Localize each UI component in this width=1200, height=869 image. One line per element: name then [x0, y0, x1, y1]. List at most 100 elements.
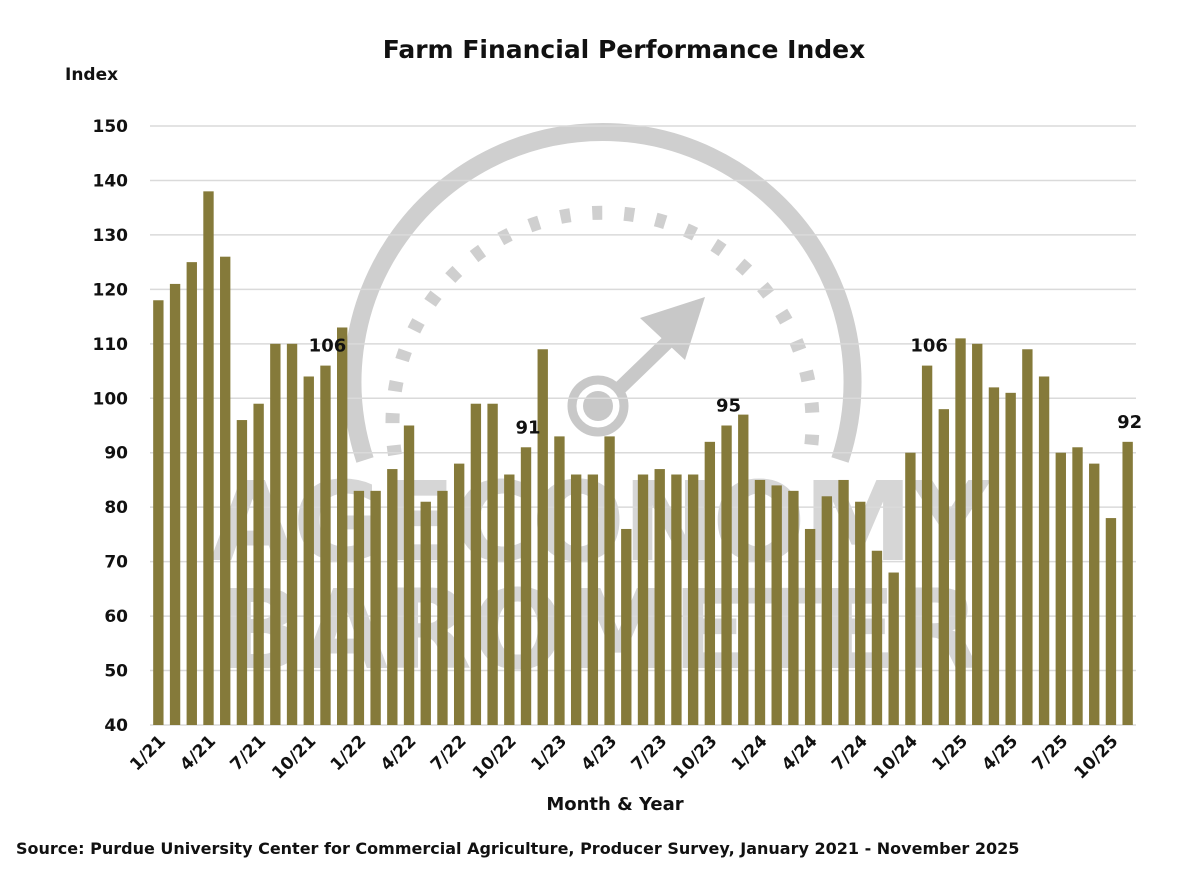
bar-11/22 — [520, 447, 532, 725]
x-tick-label: 7/25 — [1029, 731, 1073, 775]
gridlines — [150, 125, 1136, 726]
x-tick-label: 4/21 — [176, 731, 220, 775]
bar-10/24 — [905, 452, 916, 725]
gauge-hub — [567, 375, 629, 437]
x-tick-label: 4/22 — [377, 731, 421, 775]
bar-4/21 — [203, 191, 214, 725]
bar-9/22 — [487, 403, 498, 725]
bar-2/22 — [370, 490, 381, 725]
x-tick-label: 7/22 — [427, 731, 471, 775]
x-tick-label: 10/21 — [268, 731, 320, 783]
data-label: 106 — [910, 336, 948, 357]
x-tick-label: 4/24 — [778, 731, 822, 775]
watermark-text-bottom: BAROMETER — [220, 566, 980, 694]
bar-6/23 — [637, 474, 649, 725]
gauge-arc — [343, 122, 862, 463]
bar-5/22 — [420, 501, 431, 725]
bar-5/24 — [821, 496, 833, 725]
bar-12/24 — [938, 409, 949, 725]
bar-3/22 — [387, 469, 398, 725]
bar-6/22 — [437, 490, 448, 725]
x-tick-label: 1/22 — [327, 731, 371, 775]
x-tick-label: 10/22 — [469, 731, 521, 783]
bar-11/21 — [320, 365, 331, 725]
bar-7/22 — [453, 463, 465, 725]
bar-3/21 — [186, 262, 197, 725]
x-tick-label: 7/21 — [227, 731, 271, 775]
x-tick-label: 1/25 — [928, 731, 972, 775]
bar-7/24 — [855, 501, 866, 725]
bar-5/21 — [220, 256, 231, 725]
x-tick-label: 1/24 — [728, 731, 772, 775]
bar-5/23 — [621, 528, 632, 725]
x-tick-label: 4/25 — [979, 731, 1023, 775]
bar-11/24 — [921, 365, 933, 725]
bar-6/24 — [838, 479, 849, 725]
bar-12/21 — [337, 327, 348, 725]
y-tick-label: 100 — [93, 389, 129, 409]
bar-12/23 — [738, 414, 749, 725]
chart-title: Farm Financial Performance Index — [383, 35, 865, 64]
y-tick-label: 60 — [104, 607, 128, 627]
y-tick-label: 90 — [104, 444, 128, 464]
data-label: 91 — [515, 417, 540, 438]
bar-4/25 — [1005, 392, 1016, 725]
bar-10/25 — [1105, 518, 1117, 725]
bar-8/21 — [270, 343, 281, 725]
bar-8/25 — [1072, 447, 1083, 725]
bar-5/25 — [1022, 349, 1033, 725]
bar-9/25 — [1089, 463, 1100, 725]
bar-7/25 — [1055, 452, 1066, 725]
bar-11/25 — [1122, 441, 1133, 725]
bar-7/21 — [253, 403, 264, 725]
x-tick-label: 7/23 — [628, 731, 672, 775]
bar-2/25 — [972, 343, 983, 725]
source-note: Source: Purdue University Center for Com… — [16, 839, 1019, 858]
bar-1/22 — [353, 490, 365, 725]
y-tick-label: 120 — [93, 280, 129, 300]
y-axis-ticks: 40 50 60 70 80 90 100 110 120 130 140 150 — [93, 117, 129, 736]
bar-3/25 — [988, 387, 1000, 725]
gauge-hub-center — [583, 391, 613, 421]
bar-9/23 — [687, 474, 699, 725]
bar-12/22 — [537, 349, 548, 725]
bar-3/23 — [587, 474, 599, 725]
x-tick-label: 4/23 — [577, 731, 621, 775]
y-tick-label: 140 — [93, 171, 129, 191]
x-axis-label: Month & Year — [546, 794, 683, 815]
bar-6/21 — [236, 420, 248, 725]
y-axis-label: Index — [65, 65, 118, 85]
y-tick-label: 110 — [93, 335, 129, 355]
bar-8/22 — [470, 403, 482, 725]
x-tick-label: 10/23 — [669, 731, 721, 783]
bar-1/24 — [754, 479, 766, 725]
bar-7/23 — [654, 469, 665, 725]
y-tick-label: 150 — [93, 117, 129, 137]
bar-2/24 — [771, 485, 782, 725]
y-tick-label: 40 — [104, 716, 128, 736]
x-tick-label: 7/24 — [828, 731, 872, 775]
y-tick-label: 70 — [104, 553, 128, 573]
bar-10/21 — [303, 376, 314, 725]
y-tick-label: 130 — [93, 226, 129, 246]
bar-9/21 — [286, 343, 298, 725]
bar-6/25 — [1038, 376, 1050, 725]
bar-9/24 — [888, 572, 899, 725]
bar-1/21 — [153, 300, 164, 725]
bar-4/23 — [604, 436, 615, 725]
bar-8/23 — [671, 474, 682, 725]
bar-10/23 — [704, 441, 716, 725]
x-tick-label: 1/21 — [126, 731, 170, 775]
y-tick-label: 50 — [104, 662, 128, 682]
bar-4/22 — [403, 425, 415, 725]
data-label: 106 — [309, 336, 347, 357]
bar-4/24 — [804, 528, 816, 725]
bar-3/24 — [788, 490, 799, 725]
bar-2/21 — [169, 283, 181, 725]
bar-1/23 — [554, 436, 565, 725]
bar-2/23 — [570, 474, 582, 725]
x-tick-label: 10/24 — [870, 731, 922, 783]
bar-1/25 — [955, 338, 966, 725]
